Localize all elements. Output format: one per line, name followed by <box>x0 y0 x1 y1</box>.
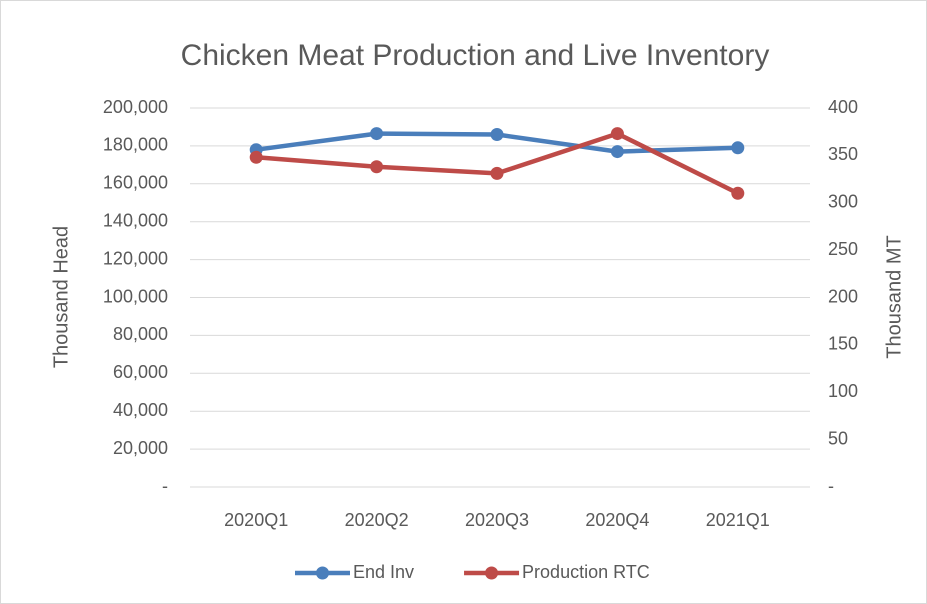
y-tick-label: 200,000 <box>103 97 168 117</box>
marker <box>610 145 624 159</box>
y2-tick-label: 150 <box>828 334 858 354</box>
y-tick-label: 40,000 <box>113 400 168 420</box>
y2-tick-label: - <box>828 476 834 496</box>
y2-tick-label: 350 <box>828 144 858 164</box>
marker <box>370 160 384 174</box>
marker <box>249 150 263 164</box>
y2-tick-label: 200 <box>828 286 858 306</box>
y-tick-label: 20,000 <box>113 438 168 458</box>
y2-tick-label: 400 <box>828 97 858 117</box>
y2-tick-label: 250 <box>828 239 858 259</box>
x-tick-label: 2020Q4 <box>585 510 649 530</box>
x-tick-label: 2020Q1 <box>224 510 288 530</box>
y-tick-label: 180,000 <box>103 135 168 155</box>
legend-marker <box>485 566 499 580</box>
y-tick-label: - <box>162 476 168 496</box>
y2-axis-title: Thousand MT <box>883 235 905 358</box>
chart-title: Chicken Meat Production and Live Invento… <box>181 39 770 72</box>
x-tick-label: 2021Q1 <box>706 510 770 530</box>
legend-label: End Inv <box>353 562 414 582</box>
marker <box>490 128 504 142</box>
y-axis-title: Thousand Head <box>50 226 72 368</box>
marker <box>731 186 745 200</box>
marker <box>370 127 384 141</box>
y-tick-label: 120,000 <box>103 248 168 268</box>
legend-label: Production RTC <box>522 562 650 582</box>
y-tick-label: 80,000 <box>113 324 168 344</box>
x-tick-label: 2020Q3 <box>465 510 529 530</box>
y2-tick-label: 300 <box>828 192 858 212</box>
marker <box>490 166 504 180</box>
y-tick-label: 160,000 <box>103 173 168 193</box>
marker <box>610 127 624 141</box>
y2-tick-label: 50 <box>828 428 848 448</box>
y-tick-label: 60,000 <box>113 362 168 382</box>
legend-marker <box>316 566 329 580</box>
marker <box>731 141 745 155</box>
y-tick-label: 100,000 <box>103 286 168 306</box>
y-tick-label: 140,000 <box>103 210 168 230</box>
x-tick-label: 2020Q2 <box>345 510 409 530</box>
y2-tick-label: 100 <box>828 381 858 401</box>
